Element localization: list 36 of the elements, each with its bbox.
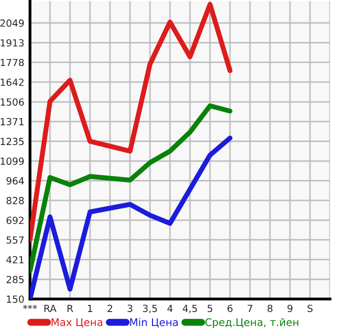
line-series <box>30 103 232 274</box>
x-tick-label: R <box>68 304 74 312</box>
legend-label: Сред.Цена, т.йен <box>205 318 298 328</box>
y-tick-label: 421 <box>6 256 24 264</box>
line-series <box>30 2 232 242</box>
x-tick-label: S <box>308 304 313 312</box>
x-tick-label: *** <box>23 304 37 310</box>
x-tick-label: 7 <box>248 304 252 312</box>
x-tick-label: 5 <box>208 304 212 312</box>
y-tick-label: 1506 <box>0 98 24 106</box>
y-tick-label: 557 <box>6 236 24 244</box>
y-tick-label: 150 <box>6 295 24 303</box>
x-tick-label: 1 <box>88 304 92 312</box>
y-tick-label: 1235 <box>0 138 24 146</box>
x-tick-label: 4,5 <box>182 304 197 314</box>
y-tick-label: 1778 <box>0 58 24 66</box>
y-tick-label: 1099 <box>0 158 24 165</box>
legend-label: Min Цена <box>130 318 178 328</box>
x-tick-label: 2 <box>108 304 112 312</box>
y-tick-label: 964 <box>6 177 24 185</box>
y-tick-label: 828 <box>6 196 24 204</box>
x-tick-label: RA <box>44 304 56 312</box>
y-tick-label: 285 <box>6 276 24 284</box>
y-tick-label: 1913 <box>0 39 24 47</box>
x-tick-label: 6 <box>228 304 232 312</box>
y-tick-label: 2049 <box>0 19 24 27</box>
y-tick-label: 1371 <box>0 118 24 126</box>
y-tick-label: 1642 <box>0 78 24 86</box>
x-tick-label: 9 <box>288 304 292 312</box>
x-tick-label: 3,5 <box>143 304 157 314</box>
x-tick-label: 3 <box>128 304 132 312</box>
y-tick-label: 692 <box>6 216 24 224</box>
legend-label: Max Цена <box>52 318 102 328</box>
x-tick-label: 4 <box>167 304 173 312</box>
x-tick-label: 8 <box>268 304 272 312</box>
line-series <box>30 136 232 299</box>
